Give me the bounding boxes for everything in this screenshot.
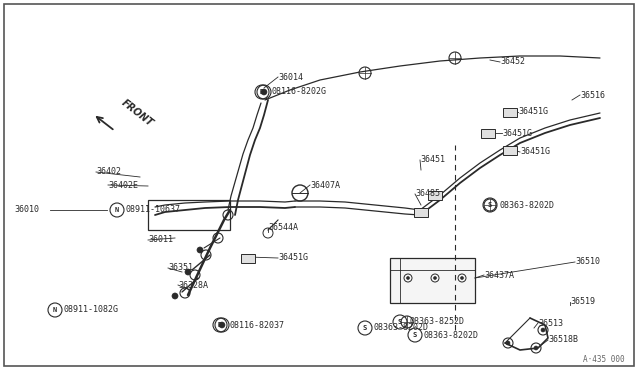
Text: N: N <box>53 307 57 313</box>
Text: 08911-10637: 08911-10637 <box>126 205 181 215</box>
Text: 36510: 36510 <box>575 257 600 266</box>
Text: 36516: 36516 <box>580 90 605 99</box>
Text: 08363-8252D: 08363-8252D <box>409 317 464 327</box>
Text: 08363-8202D: 08363-8202D <box>374 324 429 333</box>
Bar <box>390 258 475 303</box>
Text: FRONT: FRONT <box>120 97 156 128</box>
Circle shape <box>219 322 225 328</box>
Text: 36437A: 36437A <box>484 270 514 279</box>
Circle shape <box>185 269 191 275</box>
Text: 36452: 36452 <box>500 58 525 67</box>
Text: 36451G: 36451G <box>502 128 532 138</box>
Text: 36402E: 36402E <box>108 180 138 189</box>
Text: 36451G: 36451G <box>520 148 550 157</box>
Circle shape <box>534 346 538 350</box>
Text: 36402: 36402 <box>96 167 121 176</box>
Text: 36407A: 36407A <box>310 180 340 189</box>
Text: S: S <box>363 325 367 331</box>
Bar <box>428 190 442 199</box>
Text: B: B <box>260 89 264 95</box>
Circle shape <box>197 247 203 253</box>
Circle shape <box>433 276 436 279</box>
Text: 36485: 36485 <box>415 189 440 199</box>
Text: 36544A: 36544A <box>268 224 298 232</box>
Text: 08911-1082G: 08911-1082G <box>64 305 119 314</box>
Text: 08116-82037: 08116-82037 <box>229 321 284 330</box>
Text: S: S <box>488 202 492 208</box>
Text: 36519: 36519 <box>570 298 595 307</box>
Circle shape <box>541 328 545 332</box>
Text: 36451: 36451 <box>420 155 445 164</box>
Text: 08363-8202D: 08363-8202D <box>499 201 554 209</box>
Text: 36513: 36513 <box>538 318 563 327</box>
Circle shape <box>261 89 267 95</box>
Bar <box>481 128 495 138</box>
Text: 36518B: 36518B <box>548 336 578 344</box>
Text: 36010: 36010 <box>14 205 39 215</box>
Text: A·435 000: A·435 000 <box>584 355 625 364</box>
Bar <box>503 145 517 154</box>
Text: 08363-8202D: 08363-8202D <box>424 330 479 340</box>
Text: 36328A: 36328A <box>178 280 208 289</box>
Text: S: S <box>398 319 402 325</box>
Text: 36011: 36011 <box>148 235 173 244</box>
Text: N: N <box>115 207 119 213</box>
Circle shape <box>461 276 463 279</box>
Bar <box>148 200 230 230</box>
Text: B: B <box>218 322 222 328</box>
Text: S: S <box>413 332 417 338</box>
Circle shape <box>506 341 510 345</box>
Circle shape <box>406 276 410 279</box>
Bar <box>241 253 255 263</box>
Text: 36351: 36351 <box>168 263 193 273</box>
Text: 08116-8202G: 08116-8202G <box>271 87 326 96</box>
Text: 36451G: 36451G <box>518 108 548 116</box>
Circle shape <box>172 293 178 299</box>
Bar <box>503 108 517 116</box>
Bar <box>414 208 428 217</box>
Text: 36451G: 36451G <box>278 253 308 263</box>
Text: 36014: 36014 <box>278 73 303 81</box>
